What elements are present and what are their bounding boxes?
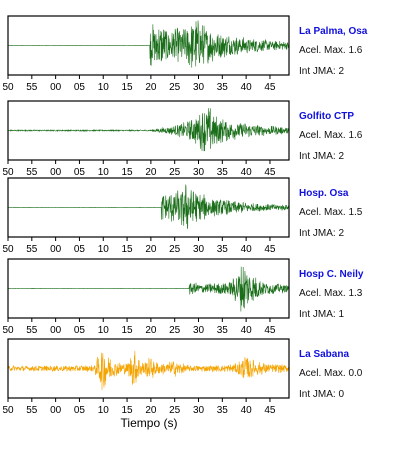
x-tick-label: 00 [50,325,62,336]
x-tick-label: 30 [193,325,205,336]
x-tick-label: 30 [193,82,205,93]
x-tick-label: 20 [145,244,157,255]
x-tick-label: 20 [145,325,157,336]
x-tick-label: 05 [74,82,86,93]
x-tick-label: 40 [241,167,253,178]
x-tick-label: 40 [241,325,253,336]
x-tick-label: 20 [145,167,157,178]
panel-frame-1 [7,15,290,76]
x-tick-label: 50 [2,167,14,178]
waveform-5 [7,350,290,391]
panel-2: 50 55 00 05 10 15 20 25 30 35 40 45 Golfito CTP Acel.… [2,100,363,178]
x-tick-label: 15 [122,325,134,336]
waveform-1 [7,20,290,68]
x-tick-label: 50 [2,325,14,336]
jma-intensity: Int JMA: 2 [299,228,344,239]
max-acceleration: Acel. Max. 0.0 [299,368,363,379]
panel-3: 50 55 00 05 10 15 20 25 30 35 40 45 Hosp. Osa Acel. M… [2,177,363,255]
waveform-2 [7,108,290,152]
station-name: Hosp. Osa [299,188,349,199]
max-acceleration: Acel. Max. 1.6 [299,130,363,141]
x-tick-label: 25 [169,167,181,178]
x-tick-label: 55 [26,82,38,93]
max-acceleration: Acel. Max. 1.5 [299,207,363,218]
x-tick-label: 35 [217,167,229,178]
x-tick-label: 20 [145,405,157,416]
x-tick-label: 30 [193,167,205,178]
x-tick-label: 45 [264,405,276,416]
x-tick-label: 25 [169,325,181,336]
x-tick-label: 40 [241,244,253,255]
x-tick-label: 10 [98,405,110,416]
x-tick-label: 55 [26,244,38,255]
x-tick-label: 25 [169,82,181,93]
station-name: Golfito CTP [299,111,354,122]
x-tick-label: 05 [74,405,86,416]
x-tick-label: 20 [145,82,157,93]
x-tick-label: 45 [264,167,276,178]
x-tick-label: 30 [193,405,205,416]
x-tick-label: 25 [169,244,181,255]
x-tick-label: 50 [2,244,14,255]
waveform-3 [7,184,289,229]
x-tick-label: 10 [98,82,110,93]
x-tick-label: 00 [50,244,62,255]
x-tick-label: 05 [74,167,86,178]
x-tick-label: 35 [217,325,229,336]
x-tick-label: 50 [2,405,14,416]
seismogram-panels: 50 55 00 05 10 15 20 25 30 35 40 45 La Palma, Osa Ace… [2,15,368,416]
x-tick-label: 10 [98,167,110,178]
panel-frame-2 [7,100,290,161]
x-tick-label: 45 [264,82,276,93]
x-tick-label: 35 [217,244,229,255]
x-tick-label: 25 [169,405,181,416]
max-acceleration: Acel. Max. 1.6 [299,45,363,56]
station-name: La Sabana [299,349,349,360]
x-tick-label: 05 [74,325,86,336]
x-tick-label: 15 [122,167,134,178]
station-name: Hosp C. Neily [299,269,364,280]
x-tick-label: 10 [98,325,110,336]
x-tick-label: 40 [241,405,253,416]
x-tick-label: 50 [2,82,14,93]
jma-intensity: Int JMA: 2 [299,66,344,77]
x-tick-label: 55 [26,325,38,336]
jma-intensity: Int JMA: 2 [299,151,344,162]
x-tick-label: 05 [74,244,86,255]
panel-5: 50 55 00 05 10 15 20 25 30 35 40 45 La Sabana Acel. M… [2,338,363,416]
x-tick-label: 10 [98,244,110,255]
x-tick-label: 30 [193,244,205,255]
x-tick-label: 40 [241,82,253,93]
panel-frame-4 [7,258,290,319]
jma-intensity: Int JMA: 1 [299,309,344,320]
x-axis-label: Tiempo (s) [121,416,178,430]
x-tick-label: 00 [50,167,62,178]
x-tick-label: 55 [26,167,38,178]
jma-intensity: Int JMA: 0 [299,389,344,400]
max-acceleration: Acel. Max. 1.3 [299,288,363,299]
waveform-4 [7,266,290,312]
panel-frame-5 [7,338,290,399]
panel-frame-3 [7,177,290,238]
x-tick-label: 15 [122,405,134,416]
x-tick-label: 00 [50,82,62,93]
x-tick-label: 55 [26,405,38,416]
station-name: La Palma, Osa [299,26,368,37]
x-tick-label: 45 [264,325,276,336]
x-tick-label: 35 [217,82,229,93]
x-tick-label: 45 [264,244,276,255]
panel-1: 50 55 00 05 10 15 20 25 30 35 40 45 La Palma, Osa Ace… [2,15,368,93]
panel-4: 50 55 00 05 10 15 20 25 30 35 40 45 Hosp C. Neily Ace… [2,258,364,336]
x-tick-label: 35 [217,405,229,416]
x-tick-label: 00 [50,405,62,416]
x-tick-label: 15 [122,244,134,255]
x-tick-label: 15 [122,82,134,93]
